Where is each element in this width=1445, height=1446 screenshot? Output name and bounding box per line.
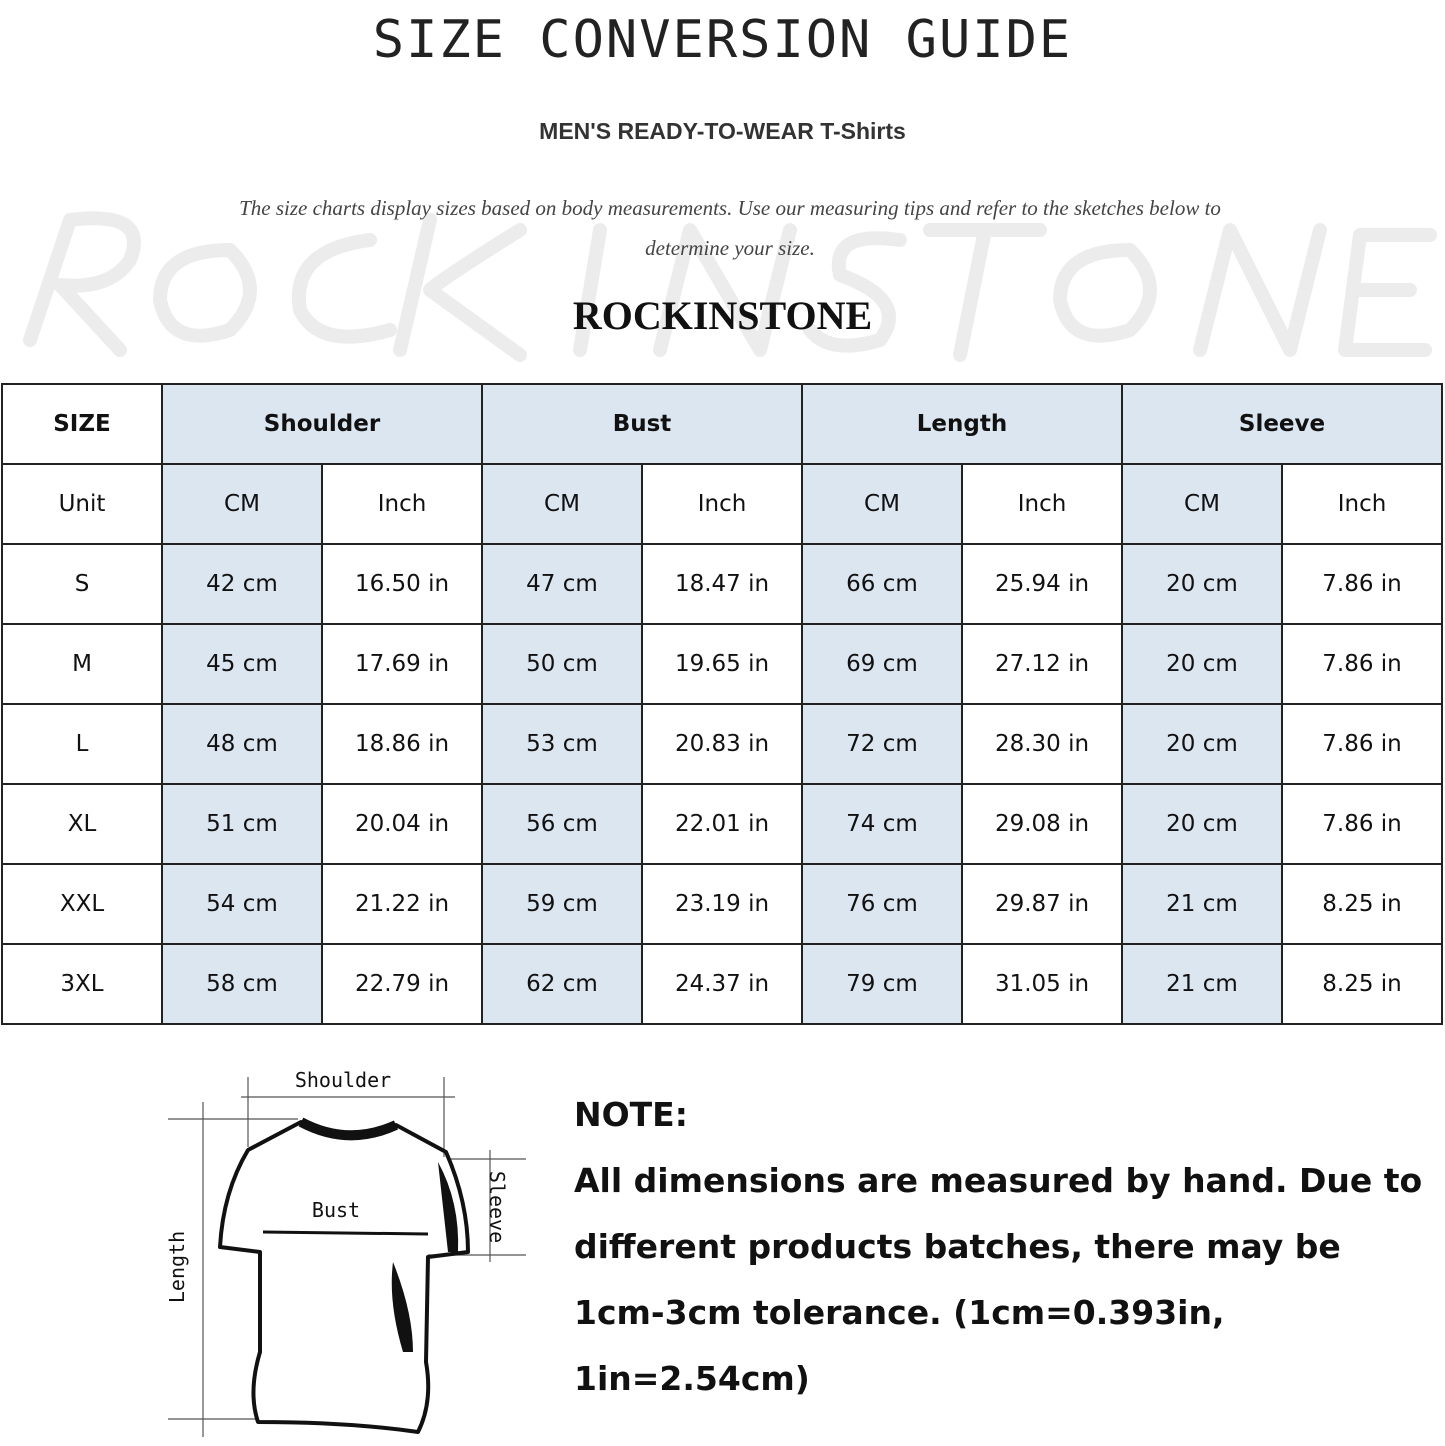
- measurement-cell: 21 cm: [1121, 863, 1283, 945]
- measurement-cell: 79 cm: [801, 943, 963, 1025]
- measurement-cell: 21.22 in: [321, 863, 483, 945]
- measurement-cell: 31.05 in: [961, 943, 1123, 1025]
- measurement-cell: 62 cm: [481, 943, 643, 1025]
- note-line: 1cm-3cm tolerance. (1cm=0.393in, 1in=2.5…: [574, 1293, 1225, 1398]
- description: The size charts display sizes based on b…: [239, 196, 1221, 260]
- measurement-cell: 19.65 in: [641, 623, 803, 705]
- measurement-cell: 20 cm: [1121, 703, 1283, 785]
- measurement-cell: 53 cm: [481, 703, 643, 785]
- measurement-cell: 42 cm: [161, 543, 323, 625]
- header-size: SIZE: [1, 383, 163, 465]
- measurement-cell: 21 cm: [1121, 943, 1283, 1025]
- measurement-cell: 54 cm: [161, 863, 323, 945]
- measurement-cell: 17.69 in: [321, 623, 483, 705]
- header-length: Length: [801, 383, 1123, 465]
- measurement-cell: 74 cm: [801, 783, 963, 865]
- measurement-cell: 59 cm: [481, 863, 643, 945]
- unit-cell: Inch: [1281, 463, 1443, 545]
- size-table: SIZE Shoulder Bust Length Sleeve Unit CM I…: [1, 383, 1443, 1025]
- measurement-cell: 7.86 in: [1281, 703, 1443, 785]
- note-line: different products batches, there may be: [574, 1227, 1341, 1266]
- table-row: XL 51 cm 20.04 in 56 cm 22.01 in 74 cm 29.08 i…: [1, 783, 1443, 865]
- measurement-cell: 50 cm: [481, 623, 643, 705]
- watermark-script-icon: [23, 211, 1437, 362]
- unit-cell: CM: [161, 463, 323, 545]
- measurement-cell: 29.08 in: [961, 783, 1123, 865]
- header-bust: Bust: [481, 383, 803, 465]
- table-row: 3XL 58 cm 22.79 in 62 cm 24.37 in 79 cm 31.05 …: [1, 943, 1443, 1025]
- table-row: S 42 cm 16.50 in 47 cm 18.47 in 66 cm 25.94 in…: [1, 543, 1443, 625]
- size-cell: XXL: [1, 863, 163, 945]
- measurement-cell: 76 cm: [801, 863, 963, 945]
- measurement-cell: 24.37 in: [641, 943, 803, 1025]
- header-shoulder: Shoulder: [161, 383, 483, 465]
- tshirt-sketch-icon: Shoulder Bust Length Sleeve: [165, 1068, 526, 1437]
- measurement-cell: 66 cm: [801, 543, 963, 625]
- measurement-cell: 16.50 in: [321, 543, 483, 625]
- watermark-logo: [0, 190, 1445, 370]
- unit-cell: CM: [1121, 463, 1283, 545]
- measurement-cell: 27.12 in: [961, 623, 1123, 705]
- measurement-cell: 28.30 in: [961, 703, 1123, 785]
- unit-row: Unit CM Inch CM Inch CM Inch CM Inch: [1, 463, 1443, 545]
- unit-label: Unit: [1, 463, 163, 545]
- measurement-cell: 8.25 in: [1281, 863, 1443, 945]
- length-label: Length: [165, 1231, 189, 1303]
- unit-cell: Inch: [641, 463, 803, 545]
- unit-cell: Inch: [961, 463, 1123, 545]
- unit-cell: Inch: [321, 463, 483, 545]
- table-row: L 48 cm 18.86 in 53 cm 20.83 in 72 cm 28.30 in…: [1, 703, 1443, 785]
- table-row: M 45 cm 17.69 in 50 cm 19.65 in 69 cm 27.12 in…: [1, 623, 1443, 705]
- measurement-cell: 7.86 in: [1281, 543, 1443, 625]
- measurement-cell: 29.87 in: [961, 863, 1123, 945]
- measurement-cell: 20.04 in: [321, 783, 483, 865]
- note-heading: NOTE:: [574, 1095, 688, 1134]
- unit-cell: CM: [801, 463, 963, 545]
- sleeve-label: Sleeve: [485, 1171, 509, 1243]
- measurement-cell: 8.25 in: [1281, 943, 1443, 1025]
- size-cell: M: [1, 623, 163, 705]
- page-title: SIZE CONVERSION GUIDE: [372, 10, 1073, 70]
- measurement-cell: 20 cm: [1121, 543, 1283, 625]
- measurement-cell: 58 cm: [161, 943, 323, 1025]
- size-cell: L: [1, 703, 163, 785]
- size-cell: S: [1, 543, 163, 625]
- unit-cell: CM: [481, 463, 643, 545]
- measurement-cell: 69 cm: [801, 623, 963, 705]
- header-sleeve: Sleeve: [1121, 383, 1443, 465]
- subtitle: MEN'S READY-TO-WEAR T-Shirts: [539, 118, 906, 144]
- measurement-cell: 47 cm: [481, 543, 643, 625]
- measurement-cell: 7.86 in: [1281, 623, 1443, 705]
- tshirt-measurement-diagram: Shoulder Bust Length Sleeve: [148, 1052, 543, 1442]
- table-row: XXL 54 cm 21.22 in 59 cm 23.19 in 76 cm 29.87 …: [1, 863, 1443, 945]
- note-line: All dimensions are measured by hand. Due…: [574, 1161, 1423, 1200]
- measurement-cell: 7.86 in: [1281, 783, 1443, 865]
- measurement-cell: 25.94 in: [961, 543, 1123, 625]
- shoulder-label: Shoulder: [295, 1068, 391, 1092]
- measurement-cell: 18.47 in: [641, 543, 803, 625]
- measurement-cell: 45 cm: [161, 623, 323, 705]
- measurement-cell: 72 cm: [801, 703, 963, 785]
- bust-label: Bust: [312, 1198, 360, 1222]
- measurement-cell: 22.79 in: [321, 943, 483, 1025]
- measurement-cell: 51 cm: [161, 783, 323, 865]
- measurement-cell: 22.01 in: [641, 783, 803, 865]
- measurement-cell: 18.86 in: [321, 703, 483, 785]
- measurement-cell: 20 cm: [1121, 783, 1283, 865]
- measurement-cell: 20 cm: [1121, 623, 1283, 705]
- measurement-cell: 56 cm: [481, 783, 643, 865]
- brand-name: ROCKINSTONE: [572, 293, 873, 338]
- table-header-row: SIZE Shoulder Bust Length Sleeve: [1, 383, 1443, 465]
- measurement-cell: 48 cm: [161, 703, 323, 785]
- size-cell: 3XL: [1, 943, 163, 1025]
- size-cell: XL: [1, 783, 163, 865]
- measurement-cell: 20.83 in: [641, 703, 803, 785]
- note: NOTE: All dimensions are measured by han…: [574, 1082, 1434, 1412]
- measurement-cell: 23.19 in: [641, 863, 803, 945]
